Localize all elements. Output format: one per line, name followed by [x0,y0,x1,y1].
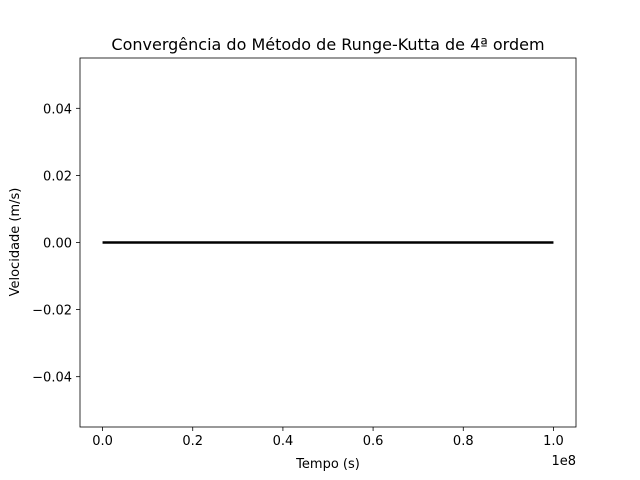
x-tick-label: 0.6 [363,434,384,449]
x-tick-label: 0.8 [453,434,474,449]
chart-title: Convergência do Método de Runge-Kutta de… [111,35,544,54]
y-tick-label: −0.04 [32,371,72,386]
x-tick-label: 0.2 [182,434,203,449]
x-axis: 0.0 0.2 0.4 0.6 0.8 1.0 [92,427,564,449]
y-tick-label: 0.04 [43,102,72,117]
x-axis-label: Tempo (s) [295,457,360,472]
y-axis-label: Velocidade (m/s) [8,188,23,297]
y-axis: −0.04 −0.02 0.00 0.02 0.04 [32,102,80,386]
y-tick-label: 0.00 [43,237,72,252]
x-tick-label: 0.4 [273,434,294,449]
x-tick-label: 1.0 [543,434,564,449]
y-tick-label: −0.02 [32,304,72,319]
x-tick-label: 0.0 [92,434,113,449]
x-axis-offset-label: 1e8 [551,454,576,469]
y-tick-label: 0.02 [43,169,72,184]
